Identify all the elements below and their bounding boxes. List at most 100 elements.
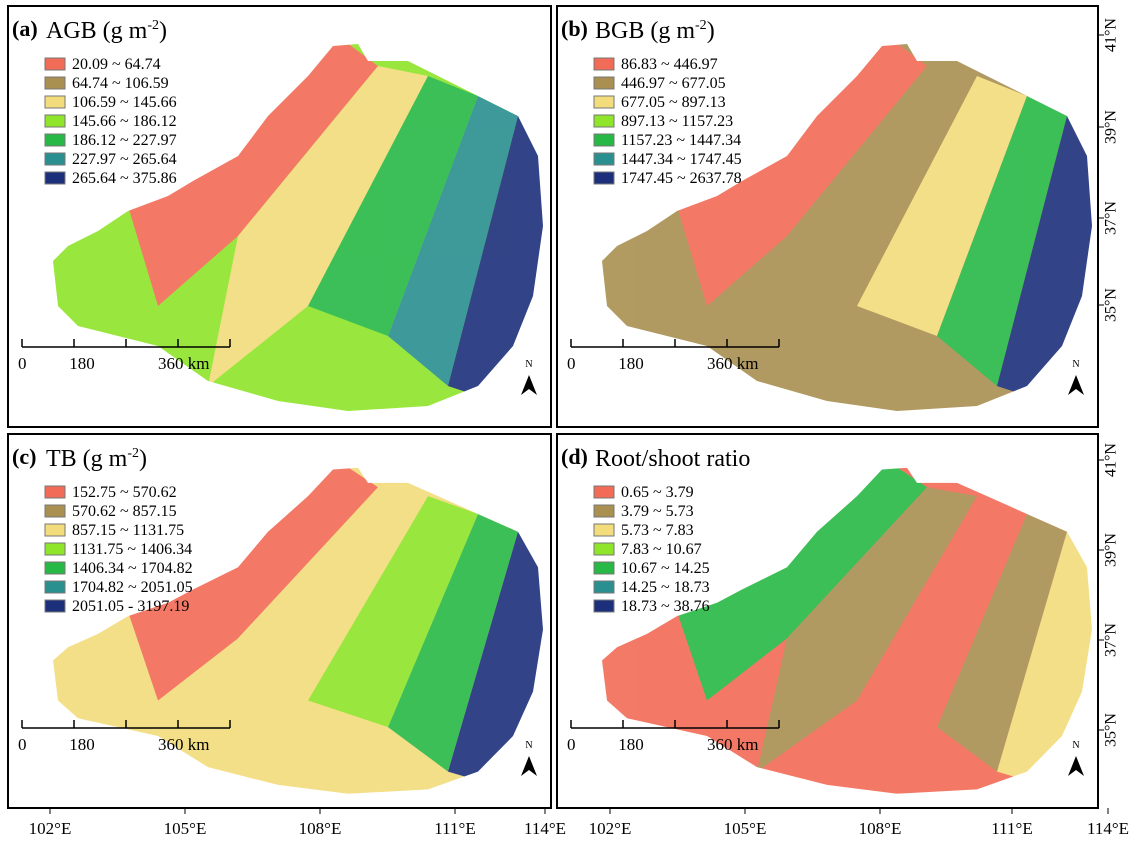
latitude-label: 41°N (1103, 443, 1120, 477)
legend-swatch (593, 485, 615, 499)
legend-swatch (44, 504, 66, 518)
legend-label: 20.09 ~ 64.74 (72, 56, 161, 73)
north-arrow (1068, 375, 1084, 395)
legend-swatch (593, 57, 615, 71)
scale-label: 360 km (707, 735, 758, 754)
legend-swatch (593, 152, 615, 166)
legend-swatch (44, 580, 66, 594)
legend-label: 1747.45 ~ 2637.78 (621, 170, 742, 187)
title-end: ) (139, 446, 147, 472)
longitude-label: 102°E (589, 819, 632, 838)
legend-label: 446.97 ~ 677.05 (621, 75, 726, 92)
map-region (677, 467, 927, 701)
map-region (388, 513, 518, 772)
panel-title: AGB (g m-2) (46, 18, 167, 44)
legend-swatch (44, 114, 66, 128)
north-arrow (521, 756, 537, 776)
scale-label: 180 (69, 735, 95, 754)
legend-swatch (44, 523, 66, 537)
legend-label: 10.67 ~ 14.25 (621, 560, 710, 577)
legend-swatch (44, 95, 66, 109)
legend-label: 677.05 ~ 897.13 (621, 94, 726, 111)
map-region (857, 76, 1027, 336)
longitude-label: 111°E (991, 819, 1032, 838)
legend-label: 1406.34 ~ 1704.82 (72, 560, 193, 577)
longitude-label: 114°E (524, 819, 566, 838)
legend-swatch (593, 542, 615, 556)
panel-label: (a) (12, 16, 38, 41)
latitude-label: 37°N (1103, 623, 1120, 657)
panel-label: (b) (561, 16, 588, 41)
legend-label: 3.79 ~ 5.73 (621, 503, 694, 520)
legend-swatch (593, 523, 615, 537)
title-end: ) (159, 18, 167, 44)
north-arrow (1068, 756, 1084, 776)
legend-label: 14.25 ~ 18.73 (621, 579, 710, 596)
latitude-label: 41°N (1103, 18, 1120, 52)
legend-label: 64.74 ~ 106.59 (72, 75, 169, 92)
longitude-label: 105°E (164, 819, 207, 838)
map-region (128, 44, 378, 306)
north-label: N (1072, 359, 1079, 370)
latitude-label: 37°N (1103, 201, 1120, 235)
longitude-label: 108°E (299, 819, 342, 838)
scale-label: 360 km (707, 354, 758, 373)
legend-label: 106.59 ~ 145.66 (72, 94, 177, 111)
map-region (128, 467, 378, 701)
legend-swatch (44, 599, 66, 613)
scale-label: 0 (567, 354, 576, 373)
title-end: ) (707, 18, 715, 44)
title-superscript: -2 (695, 18, 707, 33)
map-region (937, 513, 1067, 772)
latitude-label: 39°N (1103, 110, 1120, 144)
legend-label: 145.66 ~ 186.12 (72, 113, 177, 130)
legend-label: 1131.75 ~ 1406.34 (72, 541, 192, 558)
title-text: TB (g m (46, 446, 128, 472)
legend-swatch (593, 95, 615, 109)
scale-label: 0 (18, 354, 27, 373)
map-region (388, 96, 518, 386)
map-panel: (a) AGB (g m-2) 20.09 ~ 64.74 64.74 ~ 106.5… (7, 5, 552, 428)
legend-swatch (44, 76, 66, 90)
longitude-label: 114°E (1087, 819, 1129, 838)
legend-swatch (44, 561, 66, 575)
map-region (208, 66, 428, 386)
north-label: N (525, 359, 532, 370)
title-text: Root/shoot ratio (595, 446, 750, 472)
map-panel: (c) TB (g m-2) 152.75 ~ 570.62 570.62 ~ 857… (7, 433, 552, 809)
map-region (208, 487, 428, 772)
legend-label: 186.12 ~ 227.97 (72, 132, 177, 149)
latitude-label: 35°N (1103, 288, 1120, 322)
latitude-label: 35°N (1103, 713, 1120, 747)
legend-label: 570.62 ~ 857.15 (72, 503, 177, 520)
legend-label: 265.64 ~ 375.86 (72, 170, 177, 187)
legend-label: 5.73 ~ 7.83 (621, 522, 694, 539)
legend-swatch (44, 542, 66, 556)
scale-label: 180 (69, 354, 95, 373)
latitude-label: 39°N (1103, 533, 1120, 567)
legend-label: 2051.05 - 3197.19 (72, 598, 189, 615)
title-text: BGB (g m (595, 18, 695, 44)
legend-swatch (44, 171, 66, 185)
scale-label: 360 km (158, 735, 209, 754)
legend-label: 227.97 ~ 265.64 (72, 151, 177, 168)
legend-swatch (593, 561, 615, 575)
legend-swatch (44, 57, 66, 71)
legend-label: 857.15 ~ 1131.75 (72, 522, 184, 539)
legend-swatch (593, 171, 615, 185)
panel-label: (d) (561, 444, 588, 469)
panel-title: BGB (g m-2) (595, 18, 715, 44)
legend-label: 18.73 ~ 38.76 (621, 598, 710, 615)
map-region (757, 487, 977, 772)
legend-label: 897.13 ~ 1157.23 (621, 113, 733, 130)
panel-title: TB (g m-2) (46, 446, 147, 472)
legend-label: 86.83 ~ 446.97 (621, 56, 718, 73)
legend-label: 152.75 ~ 570.62 (72, 484, 177, 501)
legend-label: 1447.34 ~ 1747.45 (621, 151, 742, 168)
map-region (937, 96, 1067, 386)
longitude-label: 105°E (724, 819, 767, 838)
panel-label: (c) (12, 444, 36, 469)
title-text: AGB (g m (46, 18, 148, 44)
title-superscript: -2 (147, 18, 159, 33)
legend-swatch (593, 504, 615, 518)
